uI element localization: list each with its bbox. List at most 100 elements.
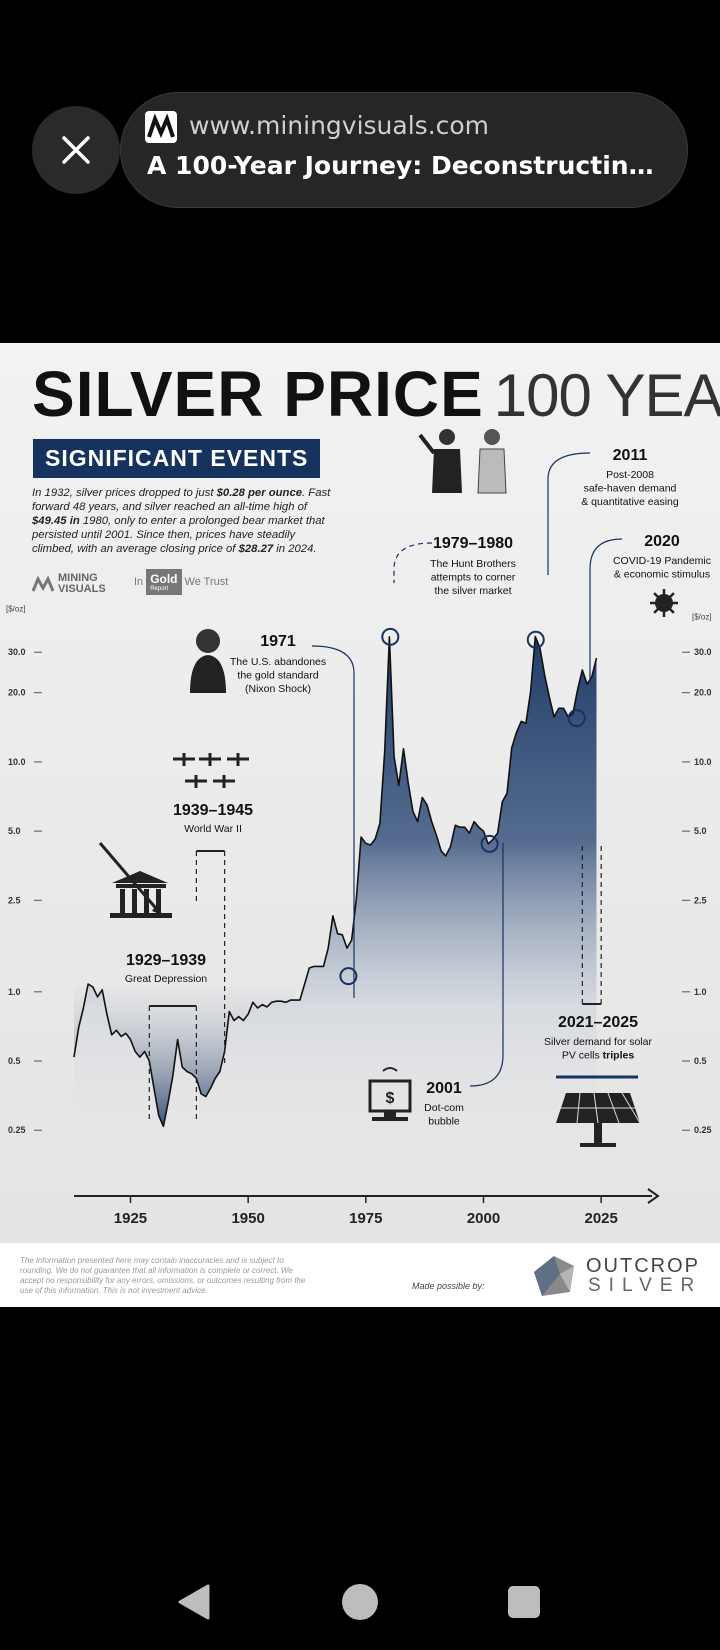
y-tick-label-left: 0.25 <box>8 1125 26 1135</box>
source-url: www.miningvisuals.com <box>189 111 490 140</box>
event-leader <box>547 452 591 575</box>
x-tick-label: 2000 <box>467 1210 500 1227</box>
infographic-image[interactable]: [$/oz] 0.25 0.5 1.0 2.5 5.0 10.0 20.0 30.0 [$/oz… <box>0 343 720 1307</box>
event-desc: the silver market <box>434 585 511 597</box>
event-annotations: 1929–1939 Great Depression 1939–1945 World … <box>98 429 711 1147</box>
event-desc: bubble <box>428 1116 460 1128</box>
y-tick-label-right: 30.0 <box>694 647 712 657</box>
event-leader <box>393 542 433 583</box>
event-desc: Post-2008 <box>606 469 654 481</box>
x-axis-arrow <box>647 1188 660 1204</box>
event-leader <box>469 843 504 1087</box>
back-nav-icon[interactable] <box>178 1584 210 1620</box>
y-axis-unit-left: [$/oz] <box>6 605 26 614</box>
solar-panel-icon <box>556 1092 641 1147</box>
event-desc: the gold standard <box>237 670 318 682</box>
y-axis-left: [$/oz] 0.25 0.5 1.0 2.5 5.0 10.0 20.0 30.0 <box>6 605 42 1135</box>
event-year: 1929–1939 <box>126 952 206 969</box>
x-axis: 1925 1950 1975 2000 2025 <box>74 1188 660 1227</box>
x-tick-label: 1975 <box>349 1210 382 1227</box>
y-axis-right: [$/oz] 0.25 0.5 1.0 2.5 5.0 10.0 20.0 30.0 <box>682 613 712 1135</box>
price-series <box>73 635 598 1143</box>
event-desc: Great Depression <box>125 973 207 985</box>
site-favicon-icon <box>145 111 177 143</box>
sponsor-name-1: OUTCROP <box>586 1255 700 1277</box>
event-marker <box>567 709 586 728</box>
close-button[interactable] <box>32 106 120 194</box>
event-desc: Silver demand for solar <box>544 1036 652 1048</box>
x-tick-label: 2025 <box>584 1210 617 1227</box>
hunt-brothers-icon <box>418 429 507 494</box>
mining-visuals-logo: MINING VISUALS <box>32 573 106 595</box>
y-tick-label-left: 2.5 <box>8 895 21 905</box>
event-year: 1971 <box>260 633 296 650</box>
y-axis-unit-right: [$/oz] <box>692 613 712 622</box>
intro-paragraph: In 1932, silver prices dropped to just $… <box>32 487 331 555</box>
recents-nav-icon[interactable] <box>508 1586 540 1618</box>
planes-icon <box>173 753 249 788</box>
svg-text:$: $ <box>386 1090 395 1107</box>
mining-visuals-icon <box>32 576 54 592</box>
virus-icon <box>650 589 678 617</box>
event-desc: safe-haven demand <box>584 483 677 495</box>
event-desc: PV cells triples <box>562 1050 635 1062</box>
close-icon <box>62 136 90 164</box>
significant-events-tag: SIGNIFICANT EVENTS <box>33 439 321 478</box>
source-link-card[interactable]: www.miningvisuals.com A 100-Year Journey… <box>120 92 688 208</box>
nixon-portrait-icon <box>190 629 226 693</box>
event-marker <box>480 834 499 853</box>
y-tick-label-left: 30.0 <box>8 647 26 657</box>
sponsor-name-2: SILVER <box>588 1275 703 1296</box>
event-year: 1939–1945 <box>173 802 253 819</box>
y-tick-label-right: 0.5 <box>694 1056 707 1066</box>
headline-light: 100 YEARS <box>493 362 720 429</box>
y-tick-label-right: 1.0 <box>694 987 707 997</box>
source-title: A 100-Year Journey: Deconstructing th… <box>147 151 667 180</box>
headline-bold: SILVER PRICE <box>32 358 484 430</box>
silver-price-chart: [$/oz] 0.25 0.5 1.0 2.5 5.0 10.0 20.0 30.0 [$/oz… <box>6 429 712 1227</box>
in-gold-we-trust-logo: In Gold Report We Trust <box>134 569 228 595</box>
event-year: 2011 <box>613 447 648 464</box>
event-desc: (Nixon Shock) <box>245 683 311 695</box>
event-desc: & economic stimulus <box>614 569 710 581</box>
event-leader <box>589 538 623 683</box>
event-year: 2001 <box>426 1080 462 1097</box>
price-area <box>74 636 597 1143</box>
x-tick-label: 1950 <box>231 1210 264 1227</box>
y-tick-label-left: 5.0 <box>8 826 21 836</box>
y-tick-label-left: 10.0 <box>8 757 26 767</box>
y-tick-label-right: 20.0 <box>694 688 712 698</box>
event-desc: COVID-19 Pandemic <box>613 555 711 567</box>
event-marker <box>339 967 358 986</box>
x-tick-label: 1925 <box>114 1210 147 1227</box>
home-nav-icon[interactable] <box>342 1584 378 1620</box>
event-desc: World War II <box>184 823 242 835</box>
y-tick-label-left: 1.0 <box>8 987 21 997</box>
price-area-low <box>74 984 296 1127</box>
event-desc: & quantitative easing <box>581 496 679 508</box>
y-tick-label-right: 0.25 <box>694 1125 712 1135</box>
y-tick-label-left: 0.5 <box>8 1056 21 1066</box>
event-desc: Dot-com <box>424 1102 464 1114</box>
event-leader <box>311 645 355 998</box>
y-tick-label-right: 10.0 <box>694 757 712 767</box>
event-year: 2020 <box>644 533 680 550</box>
bank-icon <box>98 842 172 918</box>
disclaimer: The information presented here may conta… <box>20 1256 306 1295</box>
event-desc: The Hunt Brothers <box>430 558 516 570</box>
y-tick-label-left: 20.0 <box>8 688 26 698</box>
event-year: 2021–2025 <box>558 1014 638 1031</box>
event-desc: The U.S. abandones <box>230 656 326 668</box>
made-possible-by: Made possible by: <box>412 1281 485 1291</box>
outcrop-silver-logo-icon <box>534 1256 574 1296</box>
y-tick-label-right: 2.5 <box>694 895 707 905</box>
event-marker <box>381 627 400 646</box>
computer-icon: $ <box>368 1067 412 1121</box>
y-tick-label-right: 5.0 <box>694 826 707 836</box>
price-line <box>73 635 598 1128</box>
event-desc: attempts to corner <box>431 572 516 584</box>
footer: The information presented here may conta… <box>0 1243 720 1307</box>
event-marker <box>526 630 545 649</box>
event-year: 1979–1980 <box>433 535 513 552</box>
